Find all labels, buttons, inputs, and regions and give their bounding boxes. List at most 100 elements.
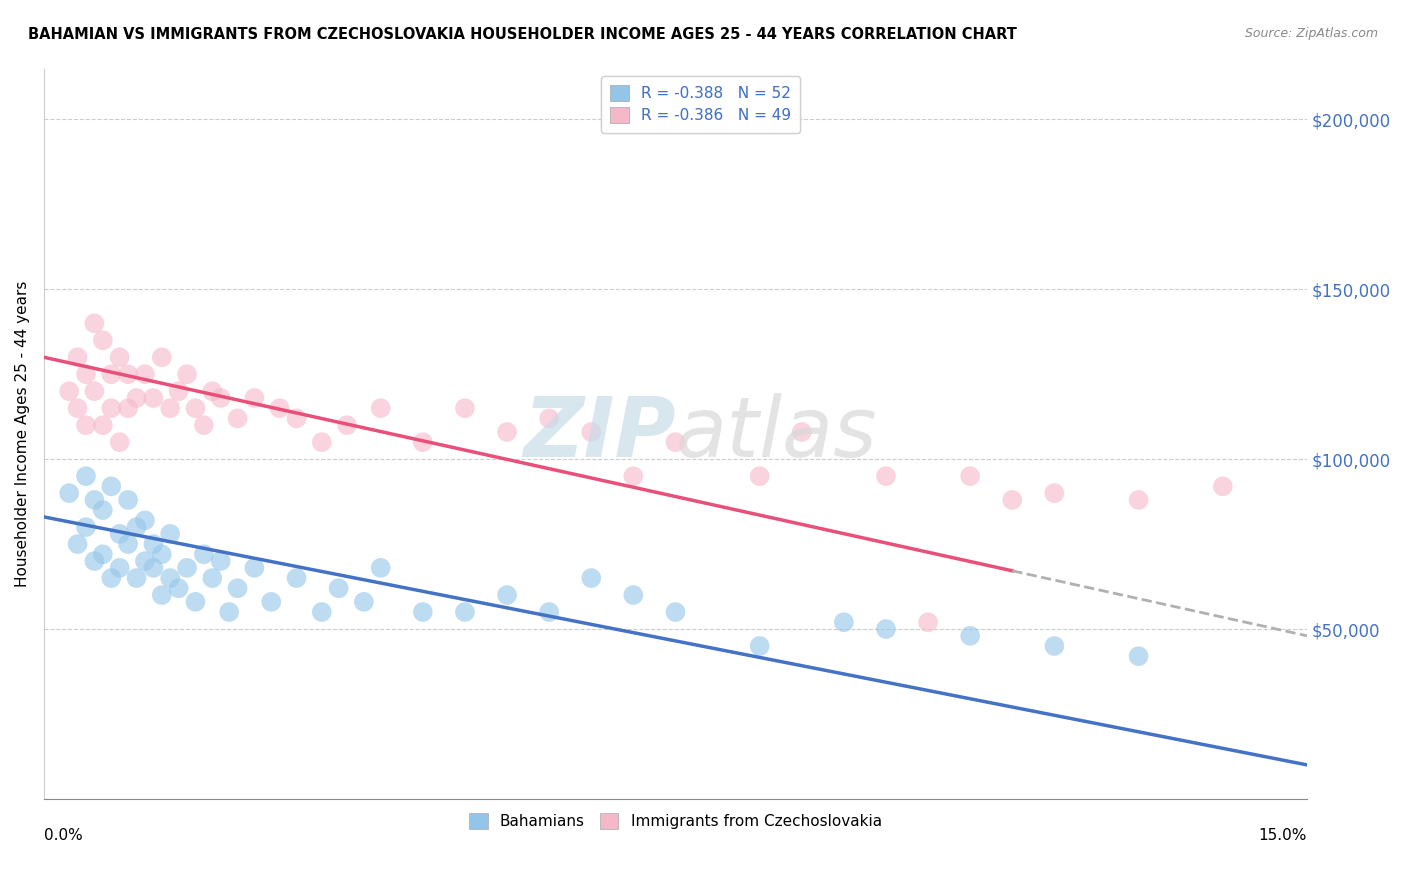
Point <box>285 571 308 585</box>
Point <box>209 554 232 568</box>
Point <box>117 492 139 507</box>
Point <box>159 571 181 585</box>
Point <box>91 547 114 561</box>
Point <box>1212 479 1234 493</box>
Point <box>184 401 207 416</box>
Point <box>142 391 165 405</box>
Point <box>370 561 392 575</box>
Point <box>58 384 80 399</box>
Text: ZIP: ZIP <box>523 393 675 475</box>
Point <box>285 411 308 425</box>
Point <box>108 527 131 541</box>
Point <box>1128 492 1150 507</box>
Point <box>108 435 131 450</box>
Y-axis label: Householder Income Ages 25 - 44 years: Householder Income Ages 25 - 44 years <box>15 280 30 587</box>
Point <box>353 595 375 609</box>
Point <box>91 503 114 517</box>
Point <box>75 368 97 382</box>
Point <box>134 554 156 568</box>
Point <box>100 401 122 416</box>
Text: BAHAMIAN VS IMMIGRANTS FROM CZECHOSLOVAKIA HOUSEHOLDER INCOME AGES 25 - 44 YEARS: BAHAMIAN VS IMMIGRANTS FROM CZECHOSLOVAK… <box>28 27 1017 42</box>
Point <box>336 418 359 433</box>
Legend: R = -0.388   N = 52, R = -0.386   N = 49: R = -0.388 N = 52, R = -0.386 N = 49 <box>602 76 800 133</box>
Point <box>328 581 350 595</box>
Text: Source: ZipAtlas.com: Source: ZipAtlas.com <box>1244 27 1378 40</box>
Point <box>159 401 181 416</box>
Point <box>108 351 131 365</box>
Point <box>496 588 519 602</box>
Text: atlas: atlas <box>675 393 877 475</box>
Point <box>193 547 215 561</box>
Point <box>226 581 249 595</box>
Point <box>243 561 266 575</box>
Point <box>75 520 97 534</box>
Point <box>621 469 644 483</box>
Point <box>832 615 855 630</box>
Point <box>134 368 156 382</box>
Point <box>83 492 105 507</box>
Point <box>790 425 813 439</box>
Point <box>454 605 477 619</box>
Point <box>581 571 603 585</box>
Point <box>875 469 897 483</box>
Point <box>117 368 139 382</box>
Point <box>125 571 148 585</box>
Point <box>260 595 283 609</box>
Point <box>125 391 148 405</box>
Point <box>66 537 89 551</box>
Point <box>1001 492 1024 507</box>
Point <box>142 537 165 551</box>
Point <box>664 435 686 450</box>
Point <box>1128 649 1150 664</box>
Text: 15.0%: 15.0% <box>1258 828 1308 843</box>
Point <box>150 547 173 561</box>
Point <box>370 401 392 416</box>
Point <box>134 513 156 527</box>
Point <box>91 418 114 433</box>
Point <box>454 401 477 416</box>
Point <box>959 629 981 643</box>
Point <box>142 561 165 575</box>
Point <box>176 368 198 382</box>
Point <box>66 401 89 416</box>
Point <box>167 384 190 399</box>
Point <box>664 605 686 619</box>
Point <box>125 520 148 534</box>
Point <box>83 554 105 568</box>
Point <box>150 588 173 602</box>
Point <box>193 418 215 433</box>
Point <box>959 469 981 483</box>
Point <box>75 469 97 483</box>
Point <box>1043 486 1066 500</box>
Point <box>412 435 434 450</box>
Point <box>496 425 519 439</box>
Point <box>150 351 173 365</box>
Point <box>748 639 770 653</box>
Point <box>269 401 291 416</box>
Point <box>538 411 561 425</box>
Point <box>412 605 434 619</box>
Point <box>201 384 224 399</box>
Point <box>311 605 333 619</box>
Point <box>108 561 131 575</box>
Point <box>58 486 80 500</box>
Point <box>83 316 105 330</box>
Point <box>748 469 770 483</box>
Point <box>100 571 122 585</box>
Point <box>226 411 249 425</box>
Point <box>1043 639 1066 653</box>
Point <box>167 581 190 595</box>
Point <box>117 401 139 416</box>
Point <box>581 425 603 439</box>
Point <box>218 605 240 619</box>
Point <box>311 435 333 450</box>
Point <box>75 418 97 433</box>
Point <box>176 561 198 575</box>
Text: 0.0%: 0.0% <box>44 828 83 843</box>
Point <box>201 571 224 585</box>
Point <box>243 391 266 405</box>
Point <box>83 384 105 399</box>
Point <box>117 537 139 551</box>
Point <box>621 588 644 602</box>
Point <box>917 615 939 630</box>
